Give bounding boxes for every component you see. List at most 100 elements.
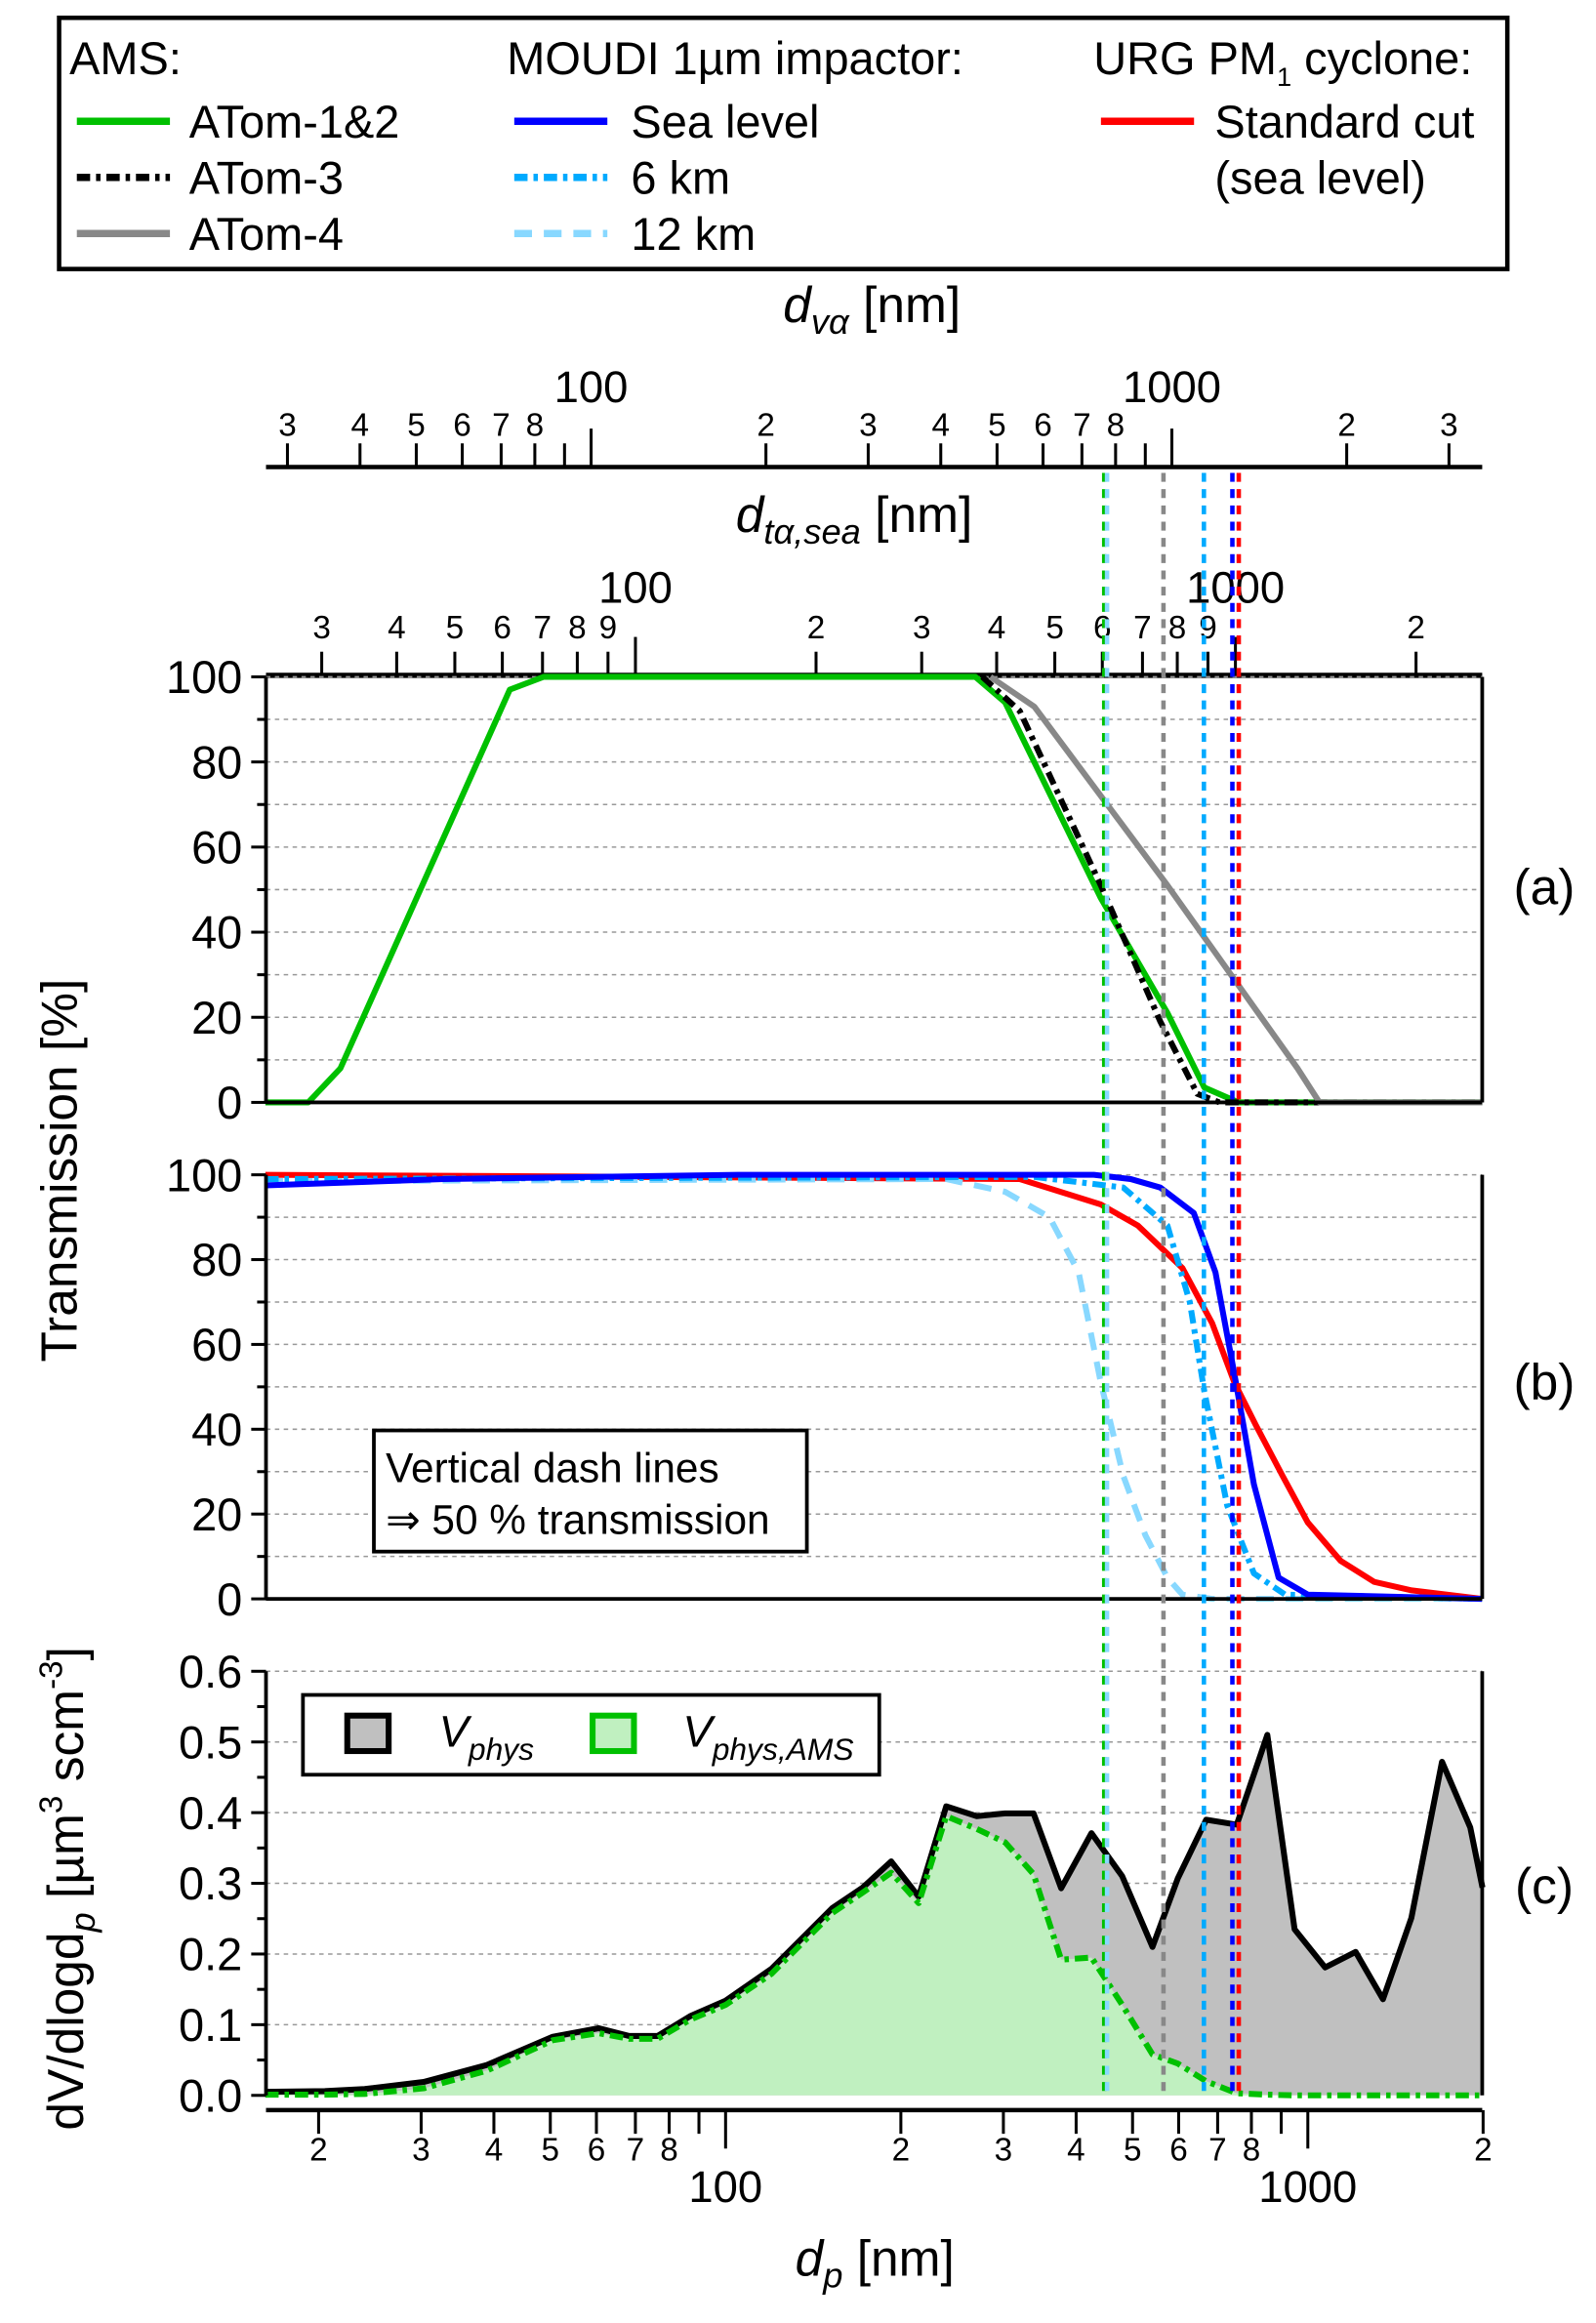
y-tick-label: 0.3	[179, 1858, 242, 1909]
series-line-atom-1-2	[265, 673, 1483, 1106]
dp-tick-label: 5	[1124, 2132, 1142, 2168]
dp-tick-label: 3	[412, 2132, 430, 2168]
legend-label-sea-level-note: (sea level)	[1214, 152, 1425, 203]
dva-tick-label: 7	[492, 408, 511, 444]
dp-tick-label: 6	[1169, 2132, 1188, 2168]
dp-tick-label: 4	[485, 2132, 504, 2168]
dp-tick-label: 7	[627, 2132, 645, 2168]
top-legend: AMS: MOUDI 1µm impactor: URG PM1 cyclone…	[57, 15, 1510, 271]
dp-tick-label: 3	[995, 2132, 1013, 2168]
dta-tick-label: 9	[599, 610, 618, 646]
legend-swatch-vphys	[344, 1712, 392, 1755]
dv-y-label: dV/dlogdp [µm3 scm-3]	[34, 1647, 102, 2131]
dp-tick-label: 5	[541, 2132, 559, 2168]
dta-tick-label: 2	[807, 610, 826, 646]
dta-tick-label: 1000	[1186, 563, 1285, 613]
dva-tick-label: 1000	[1123, 362, 1221, 412]
dta-tick-label: 3	[312, 610, 331, 646]
series-line-v-phys-ams	[265, 1813, 1483, 2099]
legend-label-atom-3: ATom-3	[189, 152, 344, 203]
dva-axis-title: dvα [nm]	[783, 276, 961, 342]
series-line-12-km	[265, 1175, 1483, 1603]
y-tick-label: 20	[191, 1489, 242, 1540]
dta-tick-label: 7	[1133, 610, 1152, 646]
dva-tick-label: 7	[1073, 408, 1091, 444]
dta-axis-title: dtα,sea [nm]	[736, 486, 973, 551]
y-tick-label: 60	[191, 1320, 242, 1370]
dva-tick-label: 6	[1034, 408, 1052, 444]
panel-c-legend: Vphys Vphys,AMS	[301, 1692, 881, 1777]
dva-tick-label: 100	[554, 362, 629, 412]
legend-moudi-header: MOUDI 1µm impactor:	[507, 33, 963, 84]
legend-label-vphys: Vphys	[439, 1707, 535, 1768]
transmission-y-label: Transmission [%]	[31, 979, 88, 1363]
y-tick-label: 40	[191, 1405, 242, 1455]
dta-tick-label: 100	[598, 563, 673, 613]
area-v-phys-ams	[265, 1815, 1483, 2096]
y-tick-label: 0.2	[179, 1930, 242, 1980]
dta-tick-label: 8	[568, 610, 587, 646]
legend-label-atom-4: ATom-4	[189, 209, 344, 260]
dp-tick-label: 8	[1243, 2132, 1261, 2168]
y-tick-label: 0	[217, 1574, 242, 1625]
dva-tick-label: 8	[526, 408, 545, 444]
series-line-v-phys	[265, 1732, 1486, 2096]
panel-c: 0.0 0.1 0.2 0.3 0.4 0.5 0.6	[179, 1647, 1486, 2121]
dva-tick-label: 4	[351, 408, 370, 444]
legend-label-vphys-ams: Vphys,AMS	[682, 1707, 853, 1768]
legend-label-6-km: 6 km	[631, 152, 730, 203]
panel-label-b: (b)	[1514, 1354, 1576, 1410]
annotation-line-1: Vertical dash lines	[386, 1446, 719, 1491]
y-tick-label: 0.5	[179, 1717, 242, 1768]
dva-tick-label: 3	[278, 408, 297, 444]
dta-tick-label: 2	[1407, 610, 1425, 646]
y-tick-label: 0.6	[179, 1647, 242, 1697]
panel-label-c: (c)	[1515, 1857, 1574, 1914]
legend-label-standard-cut: Standard cut	[1214, 97, 1474, 147]
panel-a: 0 20 40 60 80 100	[166, 652, 1485, 1128]
dp-tick-label: 100	[688, 2162, 762, 2212]
dp-axis-title: dp [nm]	[796, 2229, 955, 2295]
y-tick-label: 100	[166, 652, 242, 703]
dta-tick-label: 5	[446, 610, 465, 646]
dp-tick-label: 2	[309, 2132, 328, 2168]
dva-tick-label: 3	[1440, 408, 1458, 444]
dp-tick-label: 2	[892, 2132, 911, 2168]
series-line-6-km	[265, 1173, 1483, 1603]
dta-tick-label: 4	[388, 610, 406, 646]
y-tick-label: 0	[217, 1078, 242, 1128]
legend-label-atom-1-2: ATom-1&2	[189, 97, 400, 147]
dp-tick-label: 4	[1067, 2132, 1085, 2168]
panel-label-a: (a)	[1514, 859, 1576, 916]
dva-tick-label: 2	[757, 408, 775, 444]
y-tick-label: 0.1	[179, 2000, 242, 2051]
dta-tick-label: 9	[1199, 610, 1217, 646]
annotation-box: Vertical dash lines ⇒ 50 % transmission	[372, 1428, 809, 1554]
legend-swatch-vphys-ams	[590, 1712, 637, 1755]
dta-tick-label: 3	[913, 610, 931, 646]
dp-tick-label: 2	[1474, 2132, 1493, 2168]
y-tick-label: 0.4	[179, 1788, 242, 1839]
y-tick-label: 60	[191, 822, 242, 873]
y-tick-label: 20	[191, 993, 242, 1043]
annotation-line-2: ⇒ 50 % transmission	[386, 1497, 769, 1543]
dta-tick-label: 6	[493, 610, 512, 646]
dva-tick-label: 5	[407, 408, 426, 444]
dta-tick-label: 4	[988, 610, 1006, 646]
dva-tick-label: 5	[988, 408, 1006, 444]
y-tick-label: 0.0	[179, 2070, 242, 2121]
dp-tick-label: 8	[660, 2132, 678, 2168]
dp-tick-label: 1000	[1258, 2162, 1357, 2212]
dva-tick-label: 3	[859, 408, 878, 444]
dva-tick-label: 6	[453, 408, 471, 444]
dva-tick-label: 2	[1337, 408, 1356, 444]
dva-tick-label: 4	[931, 408, 950, 444]
y-tick-label: 80	[191, 1235, 242, 1285]
y-tick-label: 40	[191, 908, 242, 958]
series-line-atom-3	[980, 674, 1483, 1106]
dp-tick-label: 7	[1208, 2132, 1227, 2168]
dta-tick-label: 5	[1045, 610, 1064, 646]
dva-tick-label: 8	[1107, 408, 1125, 444]
legend-urg-header: URG PM1 cyclone:	[1093, 33, 1472, 92]
